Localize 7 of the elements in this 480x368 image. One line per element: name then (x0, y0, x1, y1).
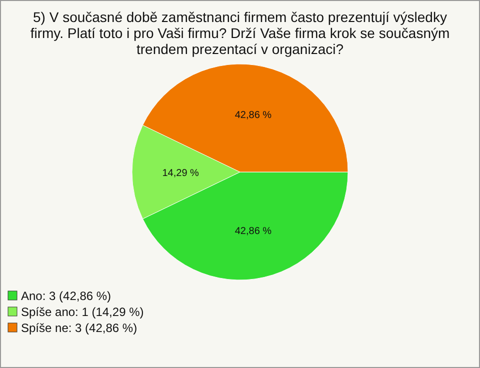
legend-label: Ano: 3 (42,86 %) (21, 289, 112, 303)
chart-title: 5) V současné době zaměstnanci firmem často prezentují výsledky firmy. Platí toto i pro Vaši firmu? Drží Vaše firma krok se současným trendem prezentací v organizaci? (30, 9, 450, 57)
legend-label: Spíše ano: 1 (14,29 %) (21, 305, 144, 319)
data-label: 14,29 % (162, 168, 200, 179)
data-label: 42,86 % (234, 226, 272, 237)
legend-label: Spíše ne: 3 (42,86 %) (21, 321, 138, 335)
data-label: 42,86 % (234, 110, 272, 122)
